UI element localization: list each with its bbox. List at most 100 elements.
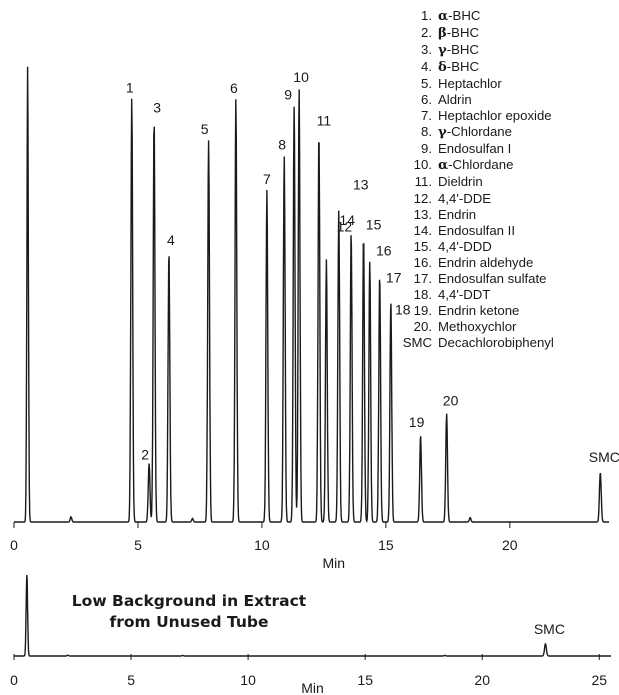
legend-number: SMC xyxy=(394,335,438,351)
legend-compound-name: Heptachlor epoxide xyxy=(438,108,552,124)
legend-item: 16. Endrin aldehyde xyxy=(394,255,554,271)
legend-number: 5. xyxy=(394,76,438,92)
legend-compound-name: α-Chlordane xyxy=(438,157,513,174)
peak-label: SMC xyxy=(589,449,619,465)
peak-label: SMC xyxy=(534,621,565,637)
legend-item: 8. γ-Chlordane xyxy=(394,124,554,141)
x-axis-title: Min xyxy=(323,555,346,571)
x-tick-label: 10 xyxy=(254,537,270,553)
x-tick-label: 20 xyxy=(474,672,490,688)
note-line-1: Low Background in Extract xyxy=(0,591,378,612)
legend-number: 20. xyxy=(394,319,438,335)
legend-compound-name: 4,4'-DDD xyxy=(438,239,492,255)
legend-number: 4. xyxy=(394,59,438,76)
x-tick-label: 15 xyxy=(378,537,394,553)
legend-item: 6. Aldrin xyxy=(394,92,554,108)
legend-compound-name: Endosulfan I xyxy=(438,141,511,157)
legend-number: 13. xyxy=(394,207,438,223)
legend-item: 17. Endosulfan sulfate xyxy=(394,271,554,287)
legend-number: 15. xyxy=(394,239,438,255)
legend-item: 4. δ-BHC xyxy=(394,59,554,76)
peak-label: 9 xyxy=(284,86,292,102)
peak-legend: 1. α-BHC 2. β-BHC 3. γ-BHC 4. δ-BHC 5. Heptachlor… xyxy=(394,8,554,351)
peak-label: 7 xyxy=(263,171,271,187)
greek-prefix: γ xyxy=(438,125,447,140)
legend-item: 9. Endosulfan I xyxy=(394,141,554,157)
legend-number: 17. xyxy=(394,271,438,287)
greek-prefix: α xyxy=(438,158,448,173)
legend-compound-name: δ-BHC xyxy=(438,59,479,76)
peak-label: 19 xyxy=(409,414,425,430)
legend-compound-name: Endrin xyxy=(438,207,476,223)
annotation-note: Low Background in Extract from Unused Tu… xyxy=(0,591,378,633)
legend-compound-name: Endosulfan sulfate xyxy=(438,271,547,287)
greek-prefix: δ xyxy=(438,60,447,75)
peak-label: 14 xyxy=(339,212,355,228)
legend-compound-name: Heptachlor xyxy=(438,76,502,92)
legend-compound-name: Decachlorobiphenyl xyxy=(438,335,554,351)
peak-label: 5 xyxy=(201,121,209,137)
legend-item: 12. 4,4'-DDE xyxy=(394,191,554,207)
legend-number: 8. xyxy=(394,124,438,141)
legend-item: 18. 4,4'-DDT xyxy=(394,287,554,303)
greek-prefix: β xyxy=(438,26,447,41)
peak-label: 11 xyxy=(317,112,332,128)
legend-compound-name: α-BHC xyxy=(438,8,480,25)
legend-number: 7. xyxy=(394,108,438,124)
x-tick-label: 20 xyxy=(502,537,518,553)
legend-item: 15. 4,4'-DDD xyxy=(394,239,554,255)
legend-compound-name: Endosulfan II xyxy=(438,223,515,239)
legend-compound-name: Endrin aldehyde xyxy=(438,255,533,271)
peak-label: 8 xyxy=(278,136,286,152)
legend-item: 13. Endrin xyxy=(394,207,554,223)
peak-label: 20 xyxy=(443,393,459,409)
legend-item: 3. γ-BHC xyxy=(394,42,554,59)
peak-label: 3 xyxy=(153,99,161,115)
legend-item: SMC Decachlorobiphenyl xyxy=(394,335,554,351)
peak-label: 16 xyxy=(376,243,392,259)
x-tick-label: 0 xyxy=(10,537,18,553)
legend-number: 6. xyxy=(394,92,438,108)
legend-number: 3. xyxy=(394,42,438,59)
legend-item: 5. Heptachlor xyxy=(394,76,554,92)
x-tick-label: 5 xyxy=(127,672,135,688)
x-tick-label: 25 xyxy=(592,672,608,688)
legend-compound-name: γ-Chlordane xyxy=(438,124,512,141)
legend-compound-name: γ-BHC xyxy=(438,42,479,59)
x-tick-label: 10 xyxy=(240,672,256,688)
legend-item: 2. β-BHC xyxy=(394,25,554,42)
legend-compound-name: β-BHC xyxy=(438,25,479,42)
legend-compound-name: Methoxychlor xyxy=(438,319,516,335)
legend-compound-name: Endrin ketone xyxy=(438,303,519,319)
legend-number: 12. xyxy=(394,191,438,207)
legend-item: 10. α-Chlordane xyxy=(394,157,554,174)
greek-prefix: α xyxy=(438,9,448,24)
legend-number: 11. xyxy=(394,174,438,190)
greek-prefix: γ xyxy=(438,43,447,58)
peak-label: 13 xyxy=(353,177,369,193)
legend-number: 1. xyxy=(394,8,438,25)
legend-number: 18. xyxy=(394,287,438,303)
legend-number: 9. xyxy=(394,141,438,157)
legend-number: 16. xyxy=(394,255,438,271)
legend-item: 20. Methoxychlor xyxy=(394,319,554,335)
peak-label: 2 xyxy=(141,446,149,462)
x-axis-title: Min xyxy=(301,680,324,695)
peak-label: 4 xyxy=(167,232,175,248)
legend-number: 2. xyxy=(394,25,438,42)
legend-number: 19. xyxy=(394,303,438,319)
legend-compound-name: 4,4'-DDE xyxy=(438,191,491,207)
x-tick-label: 0 xyxy=(10,672,18,688)
legend-compound-name: 4,4'-DDT xyxy=(438,287,490,303)
legend-item: 1. α-BHC xyxy=(394,8,554,25)
legend-compound-name: Aldrin xyxy=(438,92,472,108)
legend-number: 10. xyxy=(394,157,438,174)
legend-item: 19. Endrin ketone xyxy=(394,303,554,319)
x-tick-label: 15 xyxy=(357,672,373,688)
x-tick-label: 5 xyxy=(134,537,142,553)
legend-compound-name: Dieldrin xyxy=(438,174,483,190)
legend-number: 14. xyxy=(394,223,438,239)
peak-label: 6 xyxy=(230,80,238,96)
legend-item: 7. Heptachlor epoxide xyxy=(394,108,554,124)
legend-item: 14. Endosulfan II xyxy=(394,223,554,239)
